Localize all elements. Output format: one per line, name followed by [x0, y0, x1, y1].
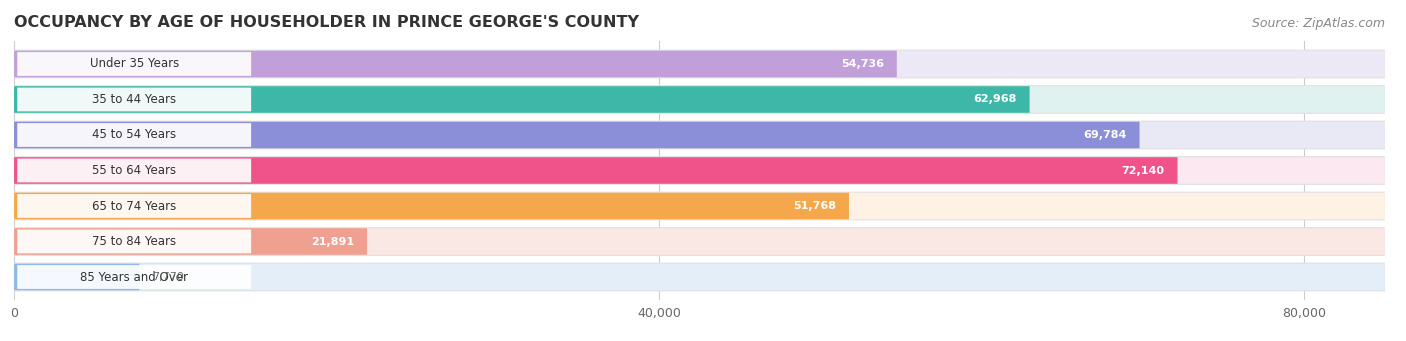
Text: 85 Years and Over: 85 Years and Over [80, 270, 188, 283]
FancyBboxPatch shape [14, 228, 367, 255]
FancyBboxPatch shape [14, 51, 1385, 77]
FancyBboxPatch shape [17, 229, 252, 253]
Text: 72,140: 72,140 [1122, 165, 1164, 176]
FancyBboxPatch shape [14, 156, 1385, 185]
FancyBboxPatch shape [17, 52, 252, 76]
FancyBboxPatch shape [14, 228, 1385, 255]
Text: 35 to 44 Years: 35 to 44 Years [93, 93, 176, 106]
FancyBboxPatch shape [14, 264, 139, 290]
Text: 21,891: 21,891 [311, 237, 354, 247]
FancyBboxPatch shape [17, 194, 252, 218]
Text: 69,784: 69,784 [1083, 130, 1126, 140]
FancyBboxPatch shape [14, 263, 1385, 291]
FancyBboxPatch shape [14, 85, 1385, 114]
FancyBboxPatch shape [14, 122, 1139, 148]
Text: 54,736: 54,736 [841, 59, 884, 69]
FancyBboxPatch shape [14, 157, 1385, 184]
Text: 62,968: 62,968 [973, 94, 1017, 104]
FancyBboxPatch shape [14, 193, 849, 219]
Text: 55 to 64 Years: 55 to 64 Years [93, 164, 176, 177]
FancyBboxPatch shape [14, 86, 1029, 113]
Text: 51,768: 51,768 [793, 201, 837, 211]
Text: 75 to 84 Years: 75 to 84 Years [93, 235, 176, 248]
Text: OCCUPANCY BY AGE OF HOUSEHOLDER IN PRINCE GEORGE'S COUNTY: OCCUPANCY BY AGE OF HOUSEHOLDER IN PRINC… [14, 15, 640, 30]
FancyBboxPatch shape [14, 121, 1385, 149]
FancyBboxPatch shape [17, 159, 252, 182]
Text: 65 to 74 Years: 65 to 74 Years [91, 199, 176, 212]
FancyBboxPatch shape [14, 51, 897, 77]
FancyBboxPatch shape [17, 265, 252, 289]
FancyBboxPatch shape [14, 122, 1385, 148]
FancyBboxPatch shape [14, 264, 1385, 290]
FancyBboxPatch shape [14, 50, 1385, 78]
Text: Under 35 Years: Under 35 Years [90, 58, 179, 71]
FancyBboxPatch shape [14, 227, 1385, 256]
FancyBboxPatch shape [17, 123, 252, 147]
FancyBboxPatch shape [14, 193, 1385, 219]
FancyBboxPatch shape [14, 192, 1385, 220]
FancyBboxPatch shape [17, 88, 252, 112]
Text: 45 to 54 Years: 45 to 54 Years [93, 129, 176, 142]
Text: Source: ZipAtlas.com: Source: ZipAtlas.com [1251, 17, 1385, 30]
Text: 7,770: 7,770 [152, 272, 184, 282]
FancyBboxPatch shape [14, 157, 1177, 184]
FancyBboxPatch shape [14, 86, 1385, 113]
